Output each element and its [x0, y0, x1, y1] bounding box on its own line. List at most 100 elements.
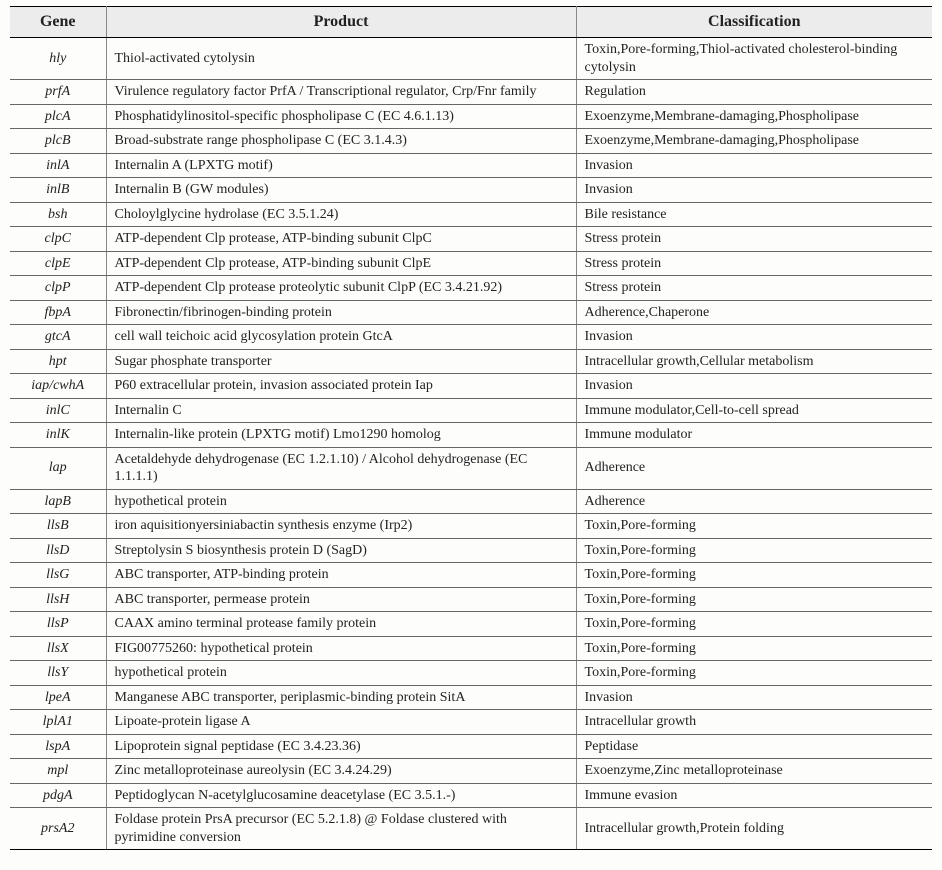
product-cell: Sugar phosphate transporter: [106, 349, 576, 374]
classification-cell: Exoenzyme,Membrane-damaging,Phospholipas…: [576, 129, 932, 154]
table-body: hlyThiol-activated cytolysinToxin,Pore-f…: [10, 38, 932, 850]
gene-cell: lplA1: [10, 710, 106, 735]
table-row: gtcAcell wall teichoic acid glycosylatio…: [10, 325, 932, 350]
col-header-classification: Classification: [576, 7, 932, 38]
product-cell: Foldase protein PrsA precursor (EC 5.2.1…: [106, 808, 576, 850]
product-cell: hypothetical protein: [106, 661, 576, 686]
table-row: lapBhypothetical proteinAdherence: [10, 489, 932, 514]
gene-cell: llsG: [10, 563, 106, 588]
table-row: llsBiron aquisitionyersiniabactin synthe…: [10, 514, 932, 539]
classification-cell: Exoenzyme,Zinc metalloproteinase: [576, 759, 932, 784]
product-cell: Peptidoglycan N-acetylglucosamine deacet…: [106, 783, 576, 808]
table-row: lpeAManganese ABC transporter, periplasm…: [10, 685, 932, 710]
product-cell: Lipoprotein signal peptidase (EC 3.4.23.…: [106, 734, 576, 759]
product-cell: Phosphatidylinositol-specific phospholip…: [106, 104, 576, 129]
gene-cell: inlC: [10, 398, 106, 423]
product-cell: Internalin B (GW modules): [106, 178, 576, 203]
product-cell: Internalin A (LPXTG motif): [106, 153, 576, 178]
classification-cell: Immune modulator,Cell-to-cell spread: [576, 398, 932, 423]
product-cell: iron aquisitionyersiniabactin synthesis …: [106, 514, 576, 539]
table-row: llsYhypothetical proteinToxin,Pore-formi…: [10, 661, 932, 686]
classification-cell: Regulation: [576, 80, 932, 105]
gene-cell: fbpA: [10, 300, 106, 325]
gene-cell: llsY: [10, 661, 106, 686]
table-row: inlBInternalin B (GW modules)Invasion: [10, 178, 932, 203]
gene-cell: clpC: [10, 227, 106, 252]
table-row: lspALipoprotein signal peptidase (EC 3.4…: [10, 734, 932, 759]
product-cell: Zinc metalloproteinase aureolysin (EC 3.…: [106, 759, 576, 784]
gene-cell: pdgA: [10, 783, 106, 808]
classification-cell: Toxin,Pore-forming: [576, 612, 932, 637]
gene-cell: llsP: [10, 612, 106, 637]
classification-cell: Adherence,Chaperone: [576, 300, 932, 325]
product-cell: Lipoate-protein ligase A: [106, 710, 576, 735]
classification-cell: Toxin,Pore-forming: [576, 587, 932, 612]
product-cell: Choloylglycine hydrolase (EC 3.5.1.24): [106, 202, 576, 227]
table-row: clpEATP-dependent Clp protease, ATP-bind…: [10, 251, 932, 276]
table-row: pdgAPeptidoglycan N-acetylglucosamine de…: [10, 783, 932, 808]
classification-cell: Immune modulator: [576, 423, 932, 448]
table-row: iap/cwhAP60 extracellular protein, invas…: [10, 374, 932, 399]
table-row: inlCInternalin CImmune modulator,Cell-to…: [10, 398, 932, 423]
gene-cell: mpl: [10, 759, 106, 784]
classification-cell: Adherence: [576, 447, 932, 489]
gene-cell: llsH: [10, 587, 106, 612]
table-row: llsPCAAX amino terminal protease family …: [10, 612, 932, 637]
classification-cell: Intracellular growth,Cellular metabolism: [576, 349, 932, 374]
table-row: llsXFIG00775260: hypothetical proteinTox…: [10, 636, 932, 661]
product-cell: Thiol-activated cytolysin: [106, 38, 576, 80]
table-row: bshCholoylglycine hydrolase (EC 3.5.1.24…: [10, 202, 932, 227]
table-row: prsA2Foldase protein PrsA precursor (EC …: [10, 808, 932, 850]
classification-cell: Stress protein: [576, 276, 932, 301]
classification-cell: Invasion: [576, 685, 932, 710]
table-row: prfAVirulence regulatory factor PrfA / T…: [10, 80, 932, 105]
classification-cell: Invasion: [576, 178, 932, 203]
classification-cell: Exoenzyme,Membrane-damaging,Phospholipas…: [576, 104, 932, 129]
gene-cell: inlA: [10, 153, 106, 178]
gene-cell: lap: [10, 447, 106, 489]
product-cell: hypothetical protein: [106, 489, 576, 514]
header-row: Gene Product Classification: [10, 7, 932, 38]
gene-cell: plcB: [10, 129, 106, 154]
product-cell: Internalin-like protein (LPXTG motif) Lm…: [106, 423, 576, 448]
table-row: plcBBroad-substrate range phospholipase …: [10, 129, 932, 154]
classification-cell: Toxin,Pore-forming: [576, 636, 932, 661]
classification-cell: Toxin,Pore-forming,Thiol-activated chole…: [576, 38, 932, 80]
gene-cell: llsX: [10, 636, 106, 661]
classification-cell: Toxin,Pore-forming: [576, 514, 932, 539]
col-header-gene: Gene: [10, 7, 106, 38]
classification-cell: Toxin,Pore-forming: [576, 661, 932, 686]
table-row: llsHABC transporter, permease proteinTox…: [10, 587, 932, 612]
table-row: clpPATP-dependent Clp protease proteolyt…: [10, 276, 932, 301]
product-cell: Streptolysin S biosynthesis protein D (S…: [106, 538, 576, 563]
product-cell: ATP-dependent Clp protease, ATP-binding …: [106, 227, 576, 252]
product-cell: Broad-substrate range phospholipase C (E…: [106, 129, 576, 154]
classification-cell: Immune evasion: [576, 783, 932, 808]
product-cell: ATP-dependent Clp protease proteolytic s…: [106, 276, 576, 301]
gene-cell: llsB: [10, 514, 106, 539]
gene-cell: bsh: [10, 202, 106, 227]
product-cell: Internalin C: [106, 398, 576, 423]
gene-cell: lapB: [10, 489, 106, 514]
table-row: inlKInternalin-like protein (LPXTG motif…: [10, 423, 932, 448]
gene-cell: lpeA: [10, 685, 106, 710]
table-row: lplA1Lipoate-protein ligase AIntracellul…: [10, 710, 932, 735]
table-row: lapAcetaldehyde dehydrogenase (EC 1.2.1.…: [10, 447, 932, 489]
product-cell: cell wall teichoic acid glycosylation pr…: [106, 325, 576, 350]
classification-cell: Invasion: [576, 153, 932, 178]
classification-cell: Stress protein: [576, 227, 932, 252]
gene-cell: lspA: [10, 734, 106, 759]
product-cell: Acetaldehyde dehydrogenase (EC 1.2.1.10)…: [106, 447, 576, 489]
classification-cell: Adherence: [576, 489, 932, 514]
gene-cell: plcA: [10, 104, 106, 129]
product-cell: FIG00775260: hypothetical protein: [106, 636, 576, 661]
gene-cell: inlB: [10, 178, 106, 203]
table-row: llsGABC transporter, ATP-binding protein…: [10, 563, 932, 588]
gene-table: Gene Product Classification hlyThiol-act…: [10, 6, 932, 850]
gene-cell: prsA2: [10, 808, 106, 850]
table-row: clpCATP-dependent Clp protease, ATP-bind…: [10, 227, 932, 252]
classification-cell: Bile resistance: [576, 202, 932, 227]
gene-cell: hly: [10, 38, 106, 80]
product-cell: ABC transporter, ATP-binding protein: [106, 563, 576, 588]
product-cell: Fibronectin/fibrinogen-binding protein: [106, 300, 576, 325]
